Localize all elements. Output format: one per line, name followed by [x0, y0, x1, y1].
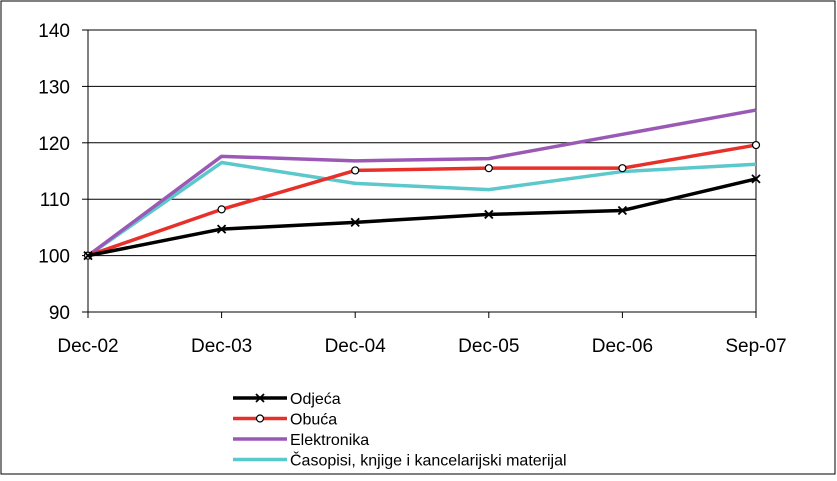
- legend-label: Elektronika: [290, 432, 369, 449]
- legend-label: Obuća: [290, 412, 337, 429]
- y-tick-label: 90: [49, 303, 70, 324]
- data-point-marker: [217, 205, 226, 214]
- x-tick-label: Dec-03: [191, 336, 252, 357]
- x-tick-label: Dec-05: [458, 336, 519, 357]
- data-point-marker: [751, 140, 761, 150]
- series-3: [86, 160, 757, 258]
- x-axis-ticks: Dec-02 Dec-03 Dec-04 Dec-05 Dec-06 Sep-07: [57, 312, 787, 357]
- legend: Odjeća Obuća Elektronika Časopisi, knjige i…: [233, 391, 567, 470]
- data-point-marker: [484, 164, 493, 173]
- legend-item: Časopisi, knjige i kancelarijski materij…: [233, 451, 567, 470]
- plot-area: [87, 29, 757, 313]
- x-tick-label: Dec-02: [57, 336, 118, 357]
- x-tick-label: Sep-07: [725, 336, 786, 357]
- data-point-marker: [484, 209, 494, 220]
- series-lines: [83, 108, 761, 261]
- gridlines: [88, 85, 756, 257]
- data-point-marker: [216, 224, 227, 234]
- data-point-marker: [351, 166, 360, 175]
- x-tick-label: Dec-06: [592, 336, 653, 357]
- data-point-marker: [255, 414, 265, 423]
- data-point-marker: [617, 205, 628, 216]
- legend-item: Obuća: [233, 412, 337, 429]
- legend-label: Odjeća: [290, 391, 341, 408]
- y-tick-label: 120: [38, 134, 70, 155]
- data-point-marker: [255, 393, 265, 403]
- series-line: [87, 143, 757, 258]
- legend-item: Elektronika: [233, 432, 369, 449]
- y-tick-label: 110: [40, 190, 70, 211]
- series-0: [83, 174, 761, 261]
- series-line: [87, 177, 757, 258]
- data-point-marker: [83, 250, 93, 261]
- x-tick-label: Dec-04: [325, 336, 387, 357]
- series-line: [86, 108, 757, 258]
- legend-item: Odjeća: [233, 391, 341, 408]
- legend-label: Časopisi, knjige i kancelarijski materij…: [290, 451, 567, 470]
- y-axis-ticks: 90 100 110 120 130 140: [38, 21, 88, 324]
- y-tick-label: 140: [38, 21, 70, 42]
- data-point-marker: [350, 217, 360, 227]
- series-line: [86, 160, 757, 258]
- data-point-marker: [618, 164, 627, 173]
- series-2: [86, 108, 757, 258]
- data-point-marker: [751, 174, 761, 184]
- y-tick-label: 130: [38, 77, 70, 98]
- y-tick-label: 100: [38, 247, 70, 268]
